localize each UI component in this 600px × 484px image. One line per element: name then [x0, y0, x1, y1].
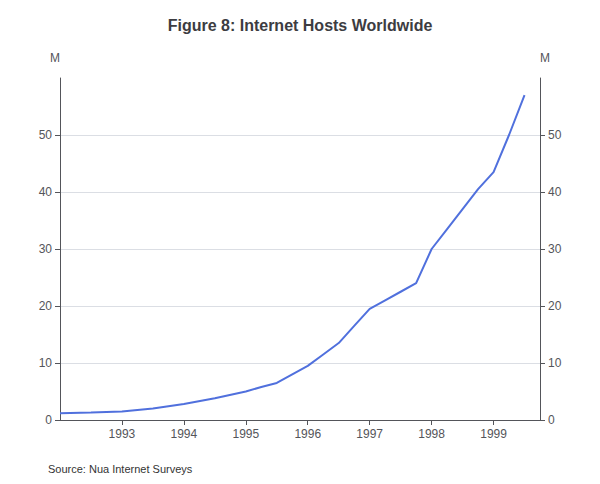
svg-text:Figure 8: Internet Hosts World: Figure 8: Internet Hosts Worldwide: [168, 17, 433, 34]
svg-text:1993: 1993: [109, 427, 136, 441]
svg-text:40: 40: [39, 185, 53, 199]
svg-text:1999: 1999: [480, 427, 507, 441]
svg-text:Source: Nua Internet Surveys: Source: Nua Internet Surveys: [48, 463, 193, 475]
svg-text:10: 10: [548, 356, 562, 370]
svg-text:10: 10: [39, 356, 53, 370]
svg-text:50: 50: [39, 128, 53, 142]
svg-text:30: 30: [39, 242, 53, 256]
svg-text:50: 50: [548, 128, 562, 142]
svg-text:1998: 1998: [418, 427, 445, 441]
svg-text:1995: 1995: [232, 427, 259, 441]
svg-text:0: 0: [548, 413, 555, 427]
svg-text:M: M: [50, 51, 60, 65]
svg-text:1994: 1994: [171, 427, 198, 441]
svg-text:0: 0: [45, 413, 52, 427]
svg-text:40: 40: [548, 185, 562, 199]
svg-text:20: 20: [39, 299, 53, 313]
svg-text:20: 20: [548, 299, 562, 313]
svg-text:1997: 1997: [356, 427, 383, 441]
svg-text:M: M: [540, 51, 550, 65]
svg-text:30: 30: [548, 242, 562, 256]
svg-text:1996: 1996: [294, 427, 321, 441]
